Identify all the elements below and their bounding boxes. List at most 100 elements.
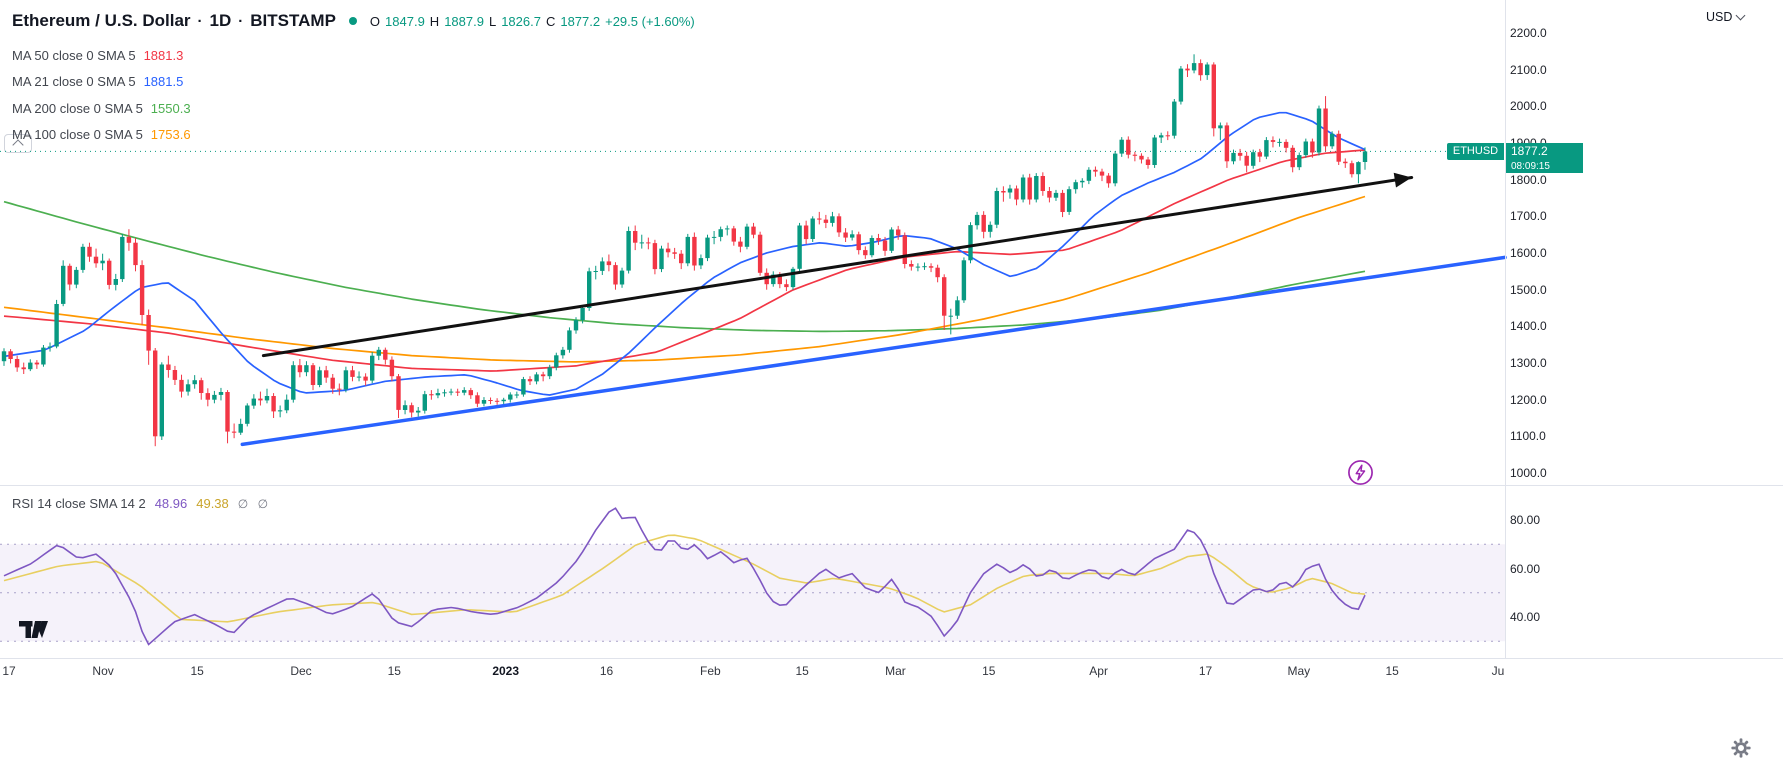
candle-body: [613, 265, 618, 285]
candle-body: [324, 370, 329, 378]
candle-body: [757, 234, 763, 273]
candle-body: [146, 315, 151, 351]
candle-body: [1198, 63, 1203, 76]
candle-body: [396, 376, 401, 410]
indicator-value: 1881.3: [143, 47, 184, 63]
candle-body: [409, 405, 414, 413]
candle-body: [646, 242, 651, 244]
candle-body: [731, 228, 736, 242]
indicator-row-ma100[interactable]: MA 100 close 0 SMA 5 1753.6: [12, 122, 695, 149]
tradingview-logo[interactable]: [18, 616, 50, 647]
ma-line-ma200[interactable]: [3, 200, 1366, 333]
settings-gear-icon[interactable]: [1731, 738, 1751, 758]
interval-button[interactable]: 1D: [209, 11, 232, 30]
symbol-title-row: Ethereum / U.S. Dollar · 1D · BITSTAMP O…: [12, 8, 695, 34]
time-axis-label: 2023: [492, 664, 520, 678]
rsi-line[interactable]: [3, 507, 1366, 646]
candle-body: [337, 388, 342, 390]
candle-body: [291, 365, 296, 400]
close-value: 1877.2: [560, 13, 601, 29]
candle-body: [1185, 68, 1190, 71]
candle-body: [120, 236, 125, 280]
price-axis[interactable]: 2200.02100.02000.01900.01800.01700.01600…: [1506, 0, 1586, 658]
exchange-label[interactable]: BITSTAMP: [250, 11, 336, 30]
currency-selector[interactable]: USD: [1706, 10, 1746, 24]
candle-body: [416, 410, 421, 413]
trend-arrow-black[interactable]: [261, 175, 1414, 358]
candle-body: [343, 370, 349, 390]
candle-body: [784, 284, 789, 288]
candle-body: [692, 236, 697, 266]
price-axis-label: 1000.0: [1510, 466, 1547, 480]
candle-body: [685, 236, 690, 264]
candle-body: [113, 279, 118, 285]
market-status-dot[interactable]: [348, 17, 357, 25]
last-price-value: 1877.2: [1511, 144, 1548, 159]
candle-body: [869, 238, 875, 256]
support-trendline-blue[interactable]: [240, 255, 1507, 447]
candle-body: [961, 260, 967, 301]
candle-body: [1093, 169, 1098, 172]
candle-body: [823, 219, 829, 223]
symbol-title[interactable]: Ethereum / U.S. Dollar: [12, 11, 191, 30]
price-axis-label: 1100.0: [1510, 429, 1546, 444]
ma-line-ma50[interactable]: [3, 149, 1366, 372]
indicator-row-ma21[interactable]: MA 21 close 0 SMA 5 1881.5: [12, 69, 695, 96]
candle-body: [771, 274, 776, 285]
candle-body: [133, 242, 138, 266]
candle-body: [922, 266, 927, 268]
chevron-down-icon: [1735, 10, 1746, 21]
indicator-legend-rows: MA 50 close 0 SMA 5 1881.3 MA 21 close 0…: [12, 42, 695, 148]
indicator-label: MA 100 close 0 SMA 5: [12, 127, 143, 143]
candle-body: [1132, 154, 1138, 156]
candle-body: [1244, 155, 1249, 166]
candle-body: [93, 256, 99, 264]
boost-lightning-icon[interactable]: [1347, 459, 1374, 486]
candle-body: [994, 191, 999, 225]
candle-body: [166, 364, 171, 370]
rsi-axis-label: 80.00: [1510, 513, 1541, 527]
indicator-value: 1753.6: [150, 127, 191, 143]
candle-body: [1099, 171, 1105, 176]
candle-body: [481, 400, 487, 404]
candle-body: [1329, 133, 1335, 147]
candle-body: [1080, 180, 1085, 183]
collapse-legend-button[interactable]: [4, 134, 32, 153]
candle-body: [350, 370, 355, 377]
candle-body: [850, 234, 855, 238]
indicator-row-ma50[interactable]: MA 50 close 0 SMA 5 1881.3: [12, 42, 695, 69]
candle-body: [1251, 152, 1256, 166]
candle-body: [639, 242, 644, 244]
candle-body: [218, 392, 224, 395]
candle-body: [1224, 125, 1230, 162]
candle-body: [488, 400, 493, 401]
candle-body: [593, 271, 598, 272]
candle-body: [1, 351, 7, 362]
open-value: 1847.9: [385, 13, 425, 29]
price-axis-label: 1500.0: [1510, 282, 1547, 297]
candle-body: [600, 261, 605, 271]
close-label: C: [545, 13, 556, 29]
candle-body: [284, 399, 289, 411]
time-axis-label: 15: [795, 664, 809, 678]
candle-body: [1297, 155, 1302, 168]
rsi-legend-row[interactable]: RSI 14 close SMA 14 2 48.96 49.38 ∅ ∅: [12, 496, 271, 511]
candle-body: [330, 377, 335, 389]
candle-body: [909, 264, 914, 267]
candle-body: [889, 229, 894, 251]
candle-body: [619, 270, 625, 285]
time-axis-label: Ju: [1491, 664, 1505, 678]
candle-body: [1356, 162, 1361, 175]
candle-body: [725, 228, 730, 230]
candle-body: [205, 393, 210, 400]
ma-line-ma100[interactable]: [3, 195, 1366, 363]
candle-body: [1073, 182, 1078, 190]
high-value: 1887.9: [444, 13, 484, 29]
price-axis-label: 2100.0: [1510, 62, 1547, 77]
indicator-row-ma200[interactable]: MA 200 close 0 SMA 5 1550.3: [12, 95, 695, 122]
rsi-ma-line[interactable]: [3, 534, 1366, 623]
ma-line-ma21[interactable]: [3, 111, 1366, 396]
time-axis[interactable]: 17 Nov 15 Dec 15 2023 16 Feb 15 Mar 15 Apr 17 May 15 Ju: [0, 664, 1505, 684]
